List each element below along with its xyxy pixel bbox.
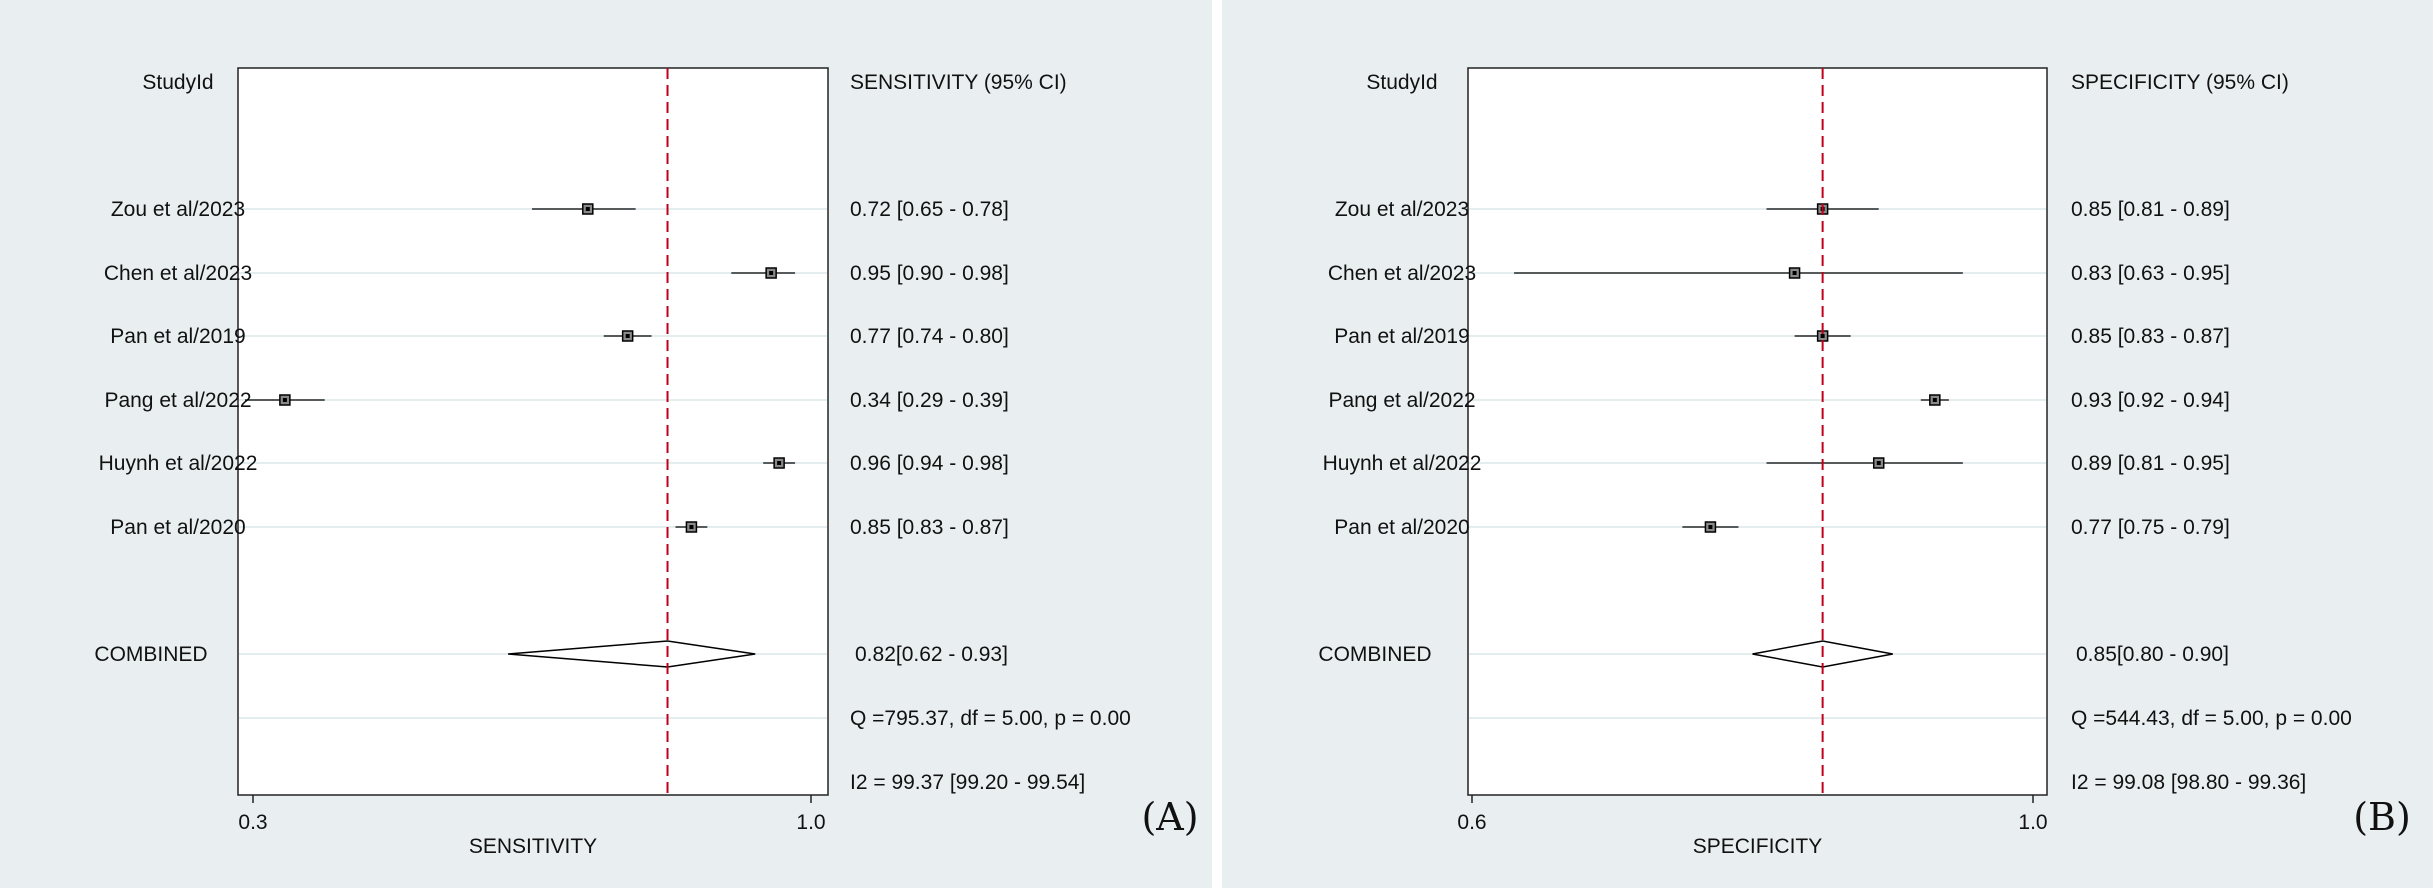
point-estimate-center bbox=[1708, 525, 1713, 529]
forest-plot-panel-a: 0.3 1.0 SENSITIVITY StudyId SENSITIVITY (95%… bbox=[0, 0, 1212, 888]
study-ci-text: 0.34 [0.29 - 0.39] bbox=[850, 389, 1009, 412]
point-estimate-center bbox=[1820, 334, 1825, 338]
plot-area bbox=[1467, 67, 2048, 796]
x-tick-label: 1.0 bbox=[796, 811, 825, 834]
study-label: Pan et al/2019 bbox=[110, 325, 245, 348]
point-estimate-center bbox=[585, 207, 590, 211]
heterogeneity-stat: Q =795.37, df = 5.00, p = 0.00 bbox=[850, 707, 1131, 730]
study-label: Huynh et al/2022 bbox=[1323, 452, 1482, 475]
study-label: Pan et al/2019 bbox=[1334, 325, 1469, 348]
point-estimate-center bbox=[625, 334, 630, 338]
forest-plot-b: 0.6 1.0 SPECIFICITY StudyId SPECIFICITY (95%… bbox=[1318, 67, 2411, 858]
plot-area bbox=[237, 67, 829, 796]
study-label: Pan et al/2020 bbox=[1334, 516, 1469, 539]
heterogeneity-stat: I2 = 99.37 [99.20 - 99.54] bbox=[850, 771, 1085, 794]
heterogeneity-stat: Q =544.43, df = 5.00, p = 0.00 bbox=[2071, 707, 2352, 730]
study-column-header: StudyId bbox=[1366, 71, 1437, 94]
x-tick-label: 0.3 bbox=[238, 811, 267, 834]
point-estimate-center bbox=[1792, 271, 1797, 275]
panel-label: (B) bbox=[2353, 795, 2411, 839]
study-label: Chen et al/2023 bbox=[1328, 262, 1476, 285]
study-ci-text: 0.95 [0.90 - 0.98] bbox=[850, 262, 1009, 285]
study-column-header: StudyId bbox=[142, 71, 213, 94]
combined-label: COMBINED bbox=[94, 643, 207, 666]
point-estimate-center bbox=[1876, 461, 1881, 465]
study-ci-text: 0.77 [0.74 - 0.80] bbox=[850, 325, 1009, 348]
ci-column-header: SENSITIVITY (95% CI) bbox=[850, 71, 1067, 94]
combined-ci-text: 0.82[0.62 - 0.93] bbox=[855, 643, 1008, 666]
forest-plot-panel-b: 0.6 1.0 SPECIFICITY StudyId SPECIFICITY (95%… bbox=[1222, 0, 2433, 888]
combined-diamond bbox=[508, 640, 756, 668]
study-label: Zou et al/2023 bbox=[111, 198, 245, 221]
study-label: Chen et al/2023 bbox=[104, 262, 252, 285]
study-ci-text: 0.96 [0.94 - 0.98] bbox=[850, 452, 1009, 475]
study-ci-text: 0.83 [0.63 - 0.95] bbox=[2071, 262, 2230, 285]
study-ci-text: 0.89 [0.81 - 0.95] bbox=[2071, 452, 2230, 475]
x-axis-label: SPECIFICITY bbox=[1693, 835, 1823, 858]
point-estimate-center bbox=[777, 461, 782, 465]
ci-column-header: SPECIFICITY (95% CI) bbox=[2071, 71, 2289, 94]
study-label: Pan et al/2020 bbox=[110, 516, 245, 539]
x-tick-label: 0.6 bbox=[1457, 811, 1486, 834]
study-ci-text: 0.85 [0.83 - 0.87] bbox=[2071, 325, 2230, 348]
study-ci-text: 0.77 [0.75 - 0.79] bbox=[2071, 516, 2230, 539]
x-tick-label: 1.0 bbox=[2018, 811, 2047, 834]
study-ci-text: 0.85 [0.83 - 0.87] bbox=[850, 516, 1009, 539]
study-ci-text: 0.85 [0.81 - 0.89] bbox=[2071, 198, 2230, 221]
study-ci-text: 0.72 [0.65 - 0.78] bbox=[850, 198, 1009, 221]
point-estimate-center bbox=[1932, 398, 1937, 402]
heterogeneity-stat: I2 = 99.08 [98.80 - 99.36] bbox=[2071, 771, 2306, 794]
point-estimate-center bbox=[282, 398, 287, 402]
x-axis-label: SENSITIVITY bbox=[469, 835, 597, 858]
combined-ci-text: 0.85[0.80 - 0.90] bbox=[2076, 643, 2229, 666]
study-label: Zou et al/2023 bbox=[1335, 198, 1469, 221]
forest-plot-a: 0.3 1.0 SENSITIVITY StudyId SENSITIVITY (95%… bbox=[94, 67, 1199, 858]
panel-label: (A) bbox=[1141, 795, 1198, 839]
combined-label: COMBINED bbox=[1318, 643, 1431, 666]
study-label: Pang et al/2022 bbox=[1328, 389, 1475, 412]
point-estimate-center bbox=[769, 271, 774, 275]
study-label: Pang et al/2022 bbox=[104, 389, 251, 412]
study-label: Huynh et al/2022 bbox=[99, 452, 258, 475]
point-estimate-center bbox=[689, 525, 694, 529]
study-ci-text: 0.93 [0.92 - 0.94] bbox=[2071, 389, 2230, 412]
